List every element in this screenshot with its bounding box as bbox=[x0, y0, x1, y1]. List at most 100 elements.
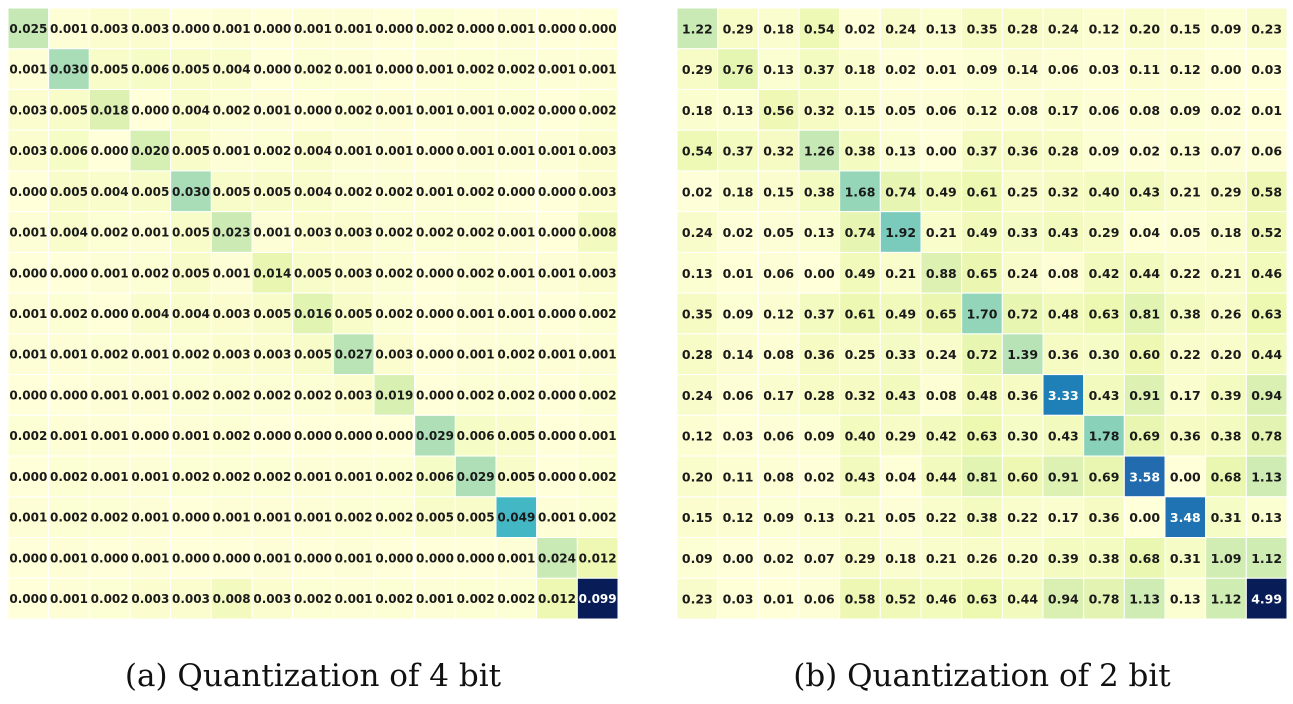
heatmap-4bit-cell-r2-c2 bbox=[88, 88, 131, 131]
heatmap-2bit-cell-r11-c0 bbox=[677, 455, 719, 498]
heatmap-2bit-svg: 1.22 0.29 0.18 0.54 0.02 0.24 0.13 0.35 0.28 0.24… bbox=[677, 8, 1287, 619]
heatmap-2bit-cell-r14-c11 bbox=[1123, 577, 1166, 619]
heatmap-2bit-cell-label-r10-c11: 0.69 bbox=[1129, 429, 1160, 444]
heatmap-2bit-cell-r10-c1 bbox=[717, 414, 759, 457]
heatmap-4bit-cell-label-r0-c12: 0.001 bbox=[497, 22, 535, 36]
heatmap-2bit-cell-label-r14-c0: 0.23 bbox=[682, 592, 713, 607]
heatmap-2bit-cell-label-r5-c6: 0.21 bbox=[926, 225, 957, 240]
heatmap-2bit-cell-r14-c0 bbox=[677, 577, 719, 619]
heatmap-4bit-cell-r5-c11 bbox=[454, 211, 497, 253]
heatmap-4bit-cell-r3-c4 bbox=[170, 129, 212, 172]
heatmap-2bit-cell-label-r9-c0: 0.24 bbox=[682, 388, 713, 403]
heatmap-4bit-cell-label-r12-c9: 0.002 bbox=[375, 511, 413, 525]
heatmap-2bit-cell-label-r7-c5: 0.49 bbox=[885, 307, 916, 322]
heatmap-4bit-cell-label-r9-c14: 0.002 bbox=[579, 388, 617, 402]
heatmap-4bit-cell-label-r9-c2: 0.001 bbox=[91, 388, 129, 402]
heatmap-4bit-cell-r1-c0 bbox=[8, 48, 50, 90]
heatmap-2bit-cell-label-r2-c12: 0.09 bbox=[1170, 103, 1201, 118]
heatmap-2bit-cell-r12-c2 bbox=[757, 496, 800, 539]
heatmap-4bit-cell-label-r4-c9: 0.002 bbox=[375, 185, 413, 199]
heatmap-2bit-cell-label-r9-c10: 0.43 bbox=[1089, 388, 1120, 403]
heatmap-2bit-cell-label-r1-c9: 0.06 bbox=[1048, 62, 1079, 77]
heatmap-2bit-cell-label-r13-c12: 0.31 bbox=[1170, 551, 1201, 566]
heatmap-4bit-cell-r6-c7 bbox=[292, 251, 334, 294]
heatmap-4bit-cell-label-r5-c11: 0.002 bbox=[457, 226, 495, 240]
heatmap-2bit-cell-label-r4-c2: 0.15 bbox=[763, 184, 794, 199]
heatmap-2bit-cell-label-r2-c11: 0.08 bbox=[1129, 103, 1160, 118]
heatmap-4bit-cell-r3-c8 bbox=[332, 129, 375, 172]
heatmap-4bit-cell-label-r13-c3: 0.001 bbox=[131, 551, 169, 565]
heatmap-2bit-cell-label-r9-c14: 0.94 bbox=[1251, 388, 1282, 403]
heatmap-4bit-cell-label-r14-c0: 0.000 bbox=[9, 592, 47, 606]
heatmap-2bit-cell-r3-c3 bbox=[798, 129, 841, 172]
heatmap-2bit-cell-label-r13-c6: 0.21 bbox=[926, 551, 957, 566]
heatmap-2bit-cell-label-r12-c13: 0.31 bbox=[1211, 510, 1242, 525]
heatmap-4bit-cell-r10-c0 bbox=[8, 414, 50, 457]
heatmap-4bit-cell-r12-c2 bbox=[88, 496, 131, 539]
heatmap-4bit-cell-label-r1-c9: 0.000 bbox=[375, 63, 413, 77]
heatmap-4bit-cell-label-r14-c11: 0.002 bbox=[457, 592, 495, 606]
heatmap-4bit-cell-label-r7-c13: 0.000 bbox=[538, 307, 576, 321]
heatmap-2bit-cell-label-r7-c2: 0.12 bbox=[763, 307, 794, 322]
heatmap-4bit-cell-r1-c7 bbox=[292, 48, 334, 90]
heatmap-4bit-cell-label-r12-c14: 0.002 bbox=[579, 511, 617, 525]
heatmap-4bit-cell-label-r2-c6: 0.001 bbox=[253, 103, 291, 117]
heatmap-4bit-cell-r8-c10 bbox=[414, 333, 456, 376]
heatmap-4bit-cell-label-r4-c5: 0.005 bbox=[213, 185, 251, 199]
heatmap-2bit-cell-r2-c13 bbox=[1205, 88, 1247, 131]
heatmap-4bit-cell-r11-c6 bbox=[251, 455, 294, 498]
heatmap-2bit-cell-r13-c1 bbox=[717, 537, 759, 579]
heatmap-2bit-cell-label-r10-c3: 0.09 bbox=[804, 429, 835, 444]
heatmap-4bit-cell-label-r10-c12: 0.005 bbox=[497, 429, 535, 443]
heatmap-4bit-cell-label-r10-c3: 0.000 bbox=[131, 429, 169, 443]
heatmap-4bit-cell-r4-c12 bbox=[495, 170, 538, 213]
heatmap-4bit-cell-r2-c0 bbox=[8, 88, 50, 131]
heatmap-4bit-cell-r8-c1 bbox=[48, 333, 90, 376]
heatmap-2bit-cell-label-r14-c10: 0.78 bbox=[1089, 592, 1120, 607]
heatmap-4bit-cell-label-r8-c7: 0.005 bbox=[294, 348, 332, 362]
heatmap-4bit-cell-r7-c4 bbox=[170, 292, 212, 335]
heatmap-4bit-cell-label-r14-c14: 0.099 bbox=[579, 592, 617, 606]
heatmap-4bit-cell-r7-c12 bbox=[495, 292, 538, 335]
heatmap-4bit-cell-r2-c8 bbox=[332, 88, 375, 131]
heatmap-2bit-cell-r2-c12 bbox=[1164, 88, 1207, 131]
heatmap-2bit-cell-label-r12-c2: 0.09 bbox=[763, 510, 794, 525]
heatmap-2bit-cell-label-r9-c13: 0.39 bbox=[1211, 388, 1242, 403]
heatmap-2bit-cell-r4-c12 bbox=[1164, 170, 1207, 213]
heatmap-2bit-cell-r1-c12 bbox=[1164, 48, 1207, 90]
heatmap-2bit-cell-label-r12-c3: 0.13 bbox=[804, 510, 835, 525]
heatmap-4bit-cell-r10-c7 bbox=[292, 414, 334, 457]
heatmap-2bit-cell-r3-c0 bbox=[677, 129, 719, 172]
heatmap-2bit-cell-label-r12-c7: 0.38 bbox=[967, 510, 998, 525]
heatmap-4bit-cell-label-r2-c9: 0.001 bbox=[375, 103, 413, 117]
heatmap-2bit-cell-label-r5-c1: 0.02 bbox=[723, 225, 754, 240]
heatmap-2bit-cell-label-r2-c13: 0.02 bbox=[1211, 103, 1242, 118]
heatmap-2bit-cell-label-r12-c0: 0.15 bbox=[682, 510, 713, 525]
heatmap-2bit-cell-r1-c2 bbox=[757, 48, 800, 90]
heatmap-4bit-cell-label-r11-c1: 0.002 bbox=[50, 470, 88, 484]
heatmap-2bit-cell-r6-c10 bbox=[1083, 251, 1125, 294]
heatmap-4bit-cell-label-r13-c10: 0.000 bbox=[416, 551, 454, 565]
heatmap-2bit-cell-label-r1-c5: 0.02 bbox=[885, 62, 916, 77]
heatmap-4bit-cell-r11-c1 bbox=[48, 455, 90, 498]
heatmap-4bit-cell-r14-c0 bbox=[8, 577, 50, 619]
heatmap-2bit-cell-label-r2-c9: 0.17 bbox=[1048, 103, 1079, 118]
heatmap-2bit-cell-r2-c4 bbox=[839, 88, 881, 131]
heatmap-2bit-cell-r6-c4 bbox=[839, 251, 881, 294]
heatmap-2bit-cell-label-r9-c3: 0.28 bbox=[804, 388, 835, 403]
heatmap-4bit-cell-label-r8-c4: 0.002 bbox=[172, 348, 210, 362]
heatmap-2bit-cell-r12-c7 bbox=[961, 496, 1003, 539]
heatmap-4bit-cell-r1-c4 bbox=[170, 48, 212, 90]
heatmap-2bit-cell-label-r9-c12: 0.17 bbox=[1170, 388, 1201, 403]
heatmap-4bit-cell-r13-c11 bbox=[454, 537, 497, 579]
heatmap-4bit-cell-r0-c12 bbox=[495, 8, 538, 50]
heatmap-4bit-cell-label-r4-c13: 0.000 bbox=[538, 185, 576, 199]
heatmap-4bit-cell-label-r7-c8: 0.005 bbox=[335, 307, 373, 321]
heatmap-4bit-cell-r11-c9 bbox=[373, 455, 416, 498]
heatmap-4bit-cell-label-r9-c7: 0.002 bbox=[294, 388, 332, 402]
heatmap-4bit-cell-r12-c14 bbox=[576, 496, 618, 539]
heatmap-4bit-cell-label-r1-c2: 0.005 bbox=[91, 63, 129, 77]
heatmap-4bit-cell-label-r1-c5: 0.004 bbox=[213, 63, 251, 77]
heatmap-4bit-cell-label-r2-c13: 0.000 bbox=[538, 103, 576, 117]
heatmap-2bit-cell-label-r11-c9: 0.91 bbox=[1048, 469, 1079, 484]
